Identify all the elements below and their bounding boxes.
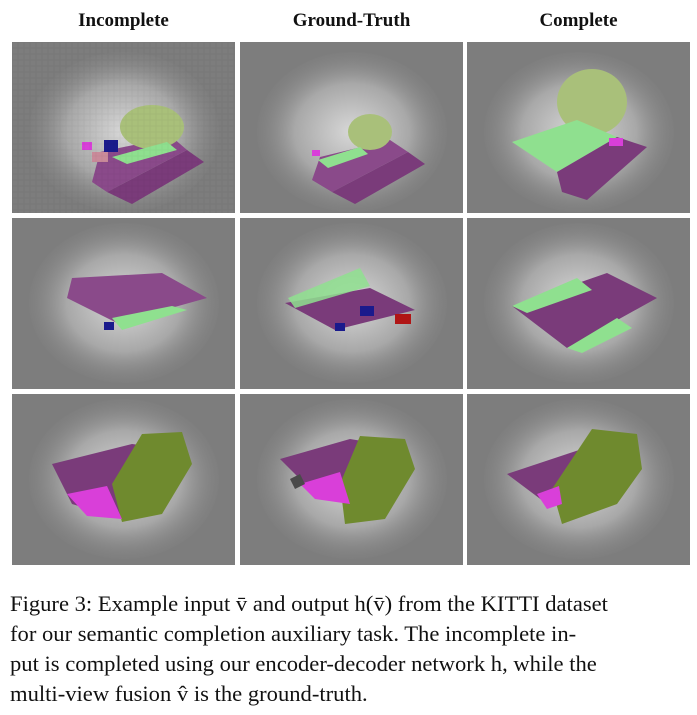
panel-row3-ground-truth xyxy=(240,394,463,565)
figure-caption: Figure 3: Example input v̄ and output h(… xyxy=(10,589,690,709)
panel-row3-incomplete xyxy=(12,394,235,565)
panel-row1-incomplete xyxy=(12,42,235,213)
panel-row1-ground-truth xyxy=(240,42,463,213)
panel-row1-complete xyxy=(467,42,690,213)
panel-row2-complete xyxy=(467,218,690,389)
panel-row2-ground-truth xyxy=(240,218,463,389)
caption-line-4: multi-view fusion v̂ is the ground-truth… xyxy=(10,681,368,706)
caption-line-3: put is completed using our encoder-decod… xyxy=(10,651,597,676)
column-header-complete: Complete xyxy=(539,10,618,31)
panel-row2-incomplete xyxy=(12,218,235,389)
caption-line-1: Figure 3: Example input v̄ and output h(… xyxy=(10,591,608,616)
column-header-incomplete: Incomplete xyxy=(78,10,169,31)
panel-row3-complete xyxy=(467,394,690,565)
caption-line-2: for our semantic completion auxiliary ta… xyxy=(10,621,577,646)
column-header-ground-truth: Ground-Truth xyxy=(292,10,411,31)
